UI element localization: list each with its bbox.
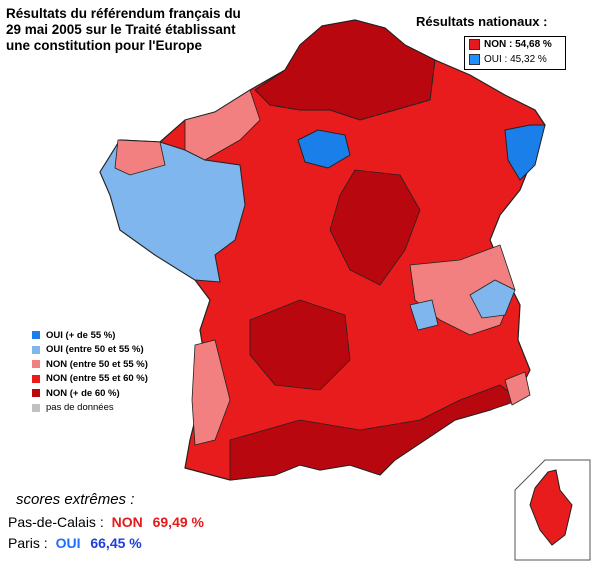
extreme-vote: OUI — [55, 535, 81, 551]
legend-item: NON (entre 50 et 55 %) — [32, 357, 148, 372]
legend-item: NON (+ de 60 %) — [32, 386, 148, 401]
map-title: Résultats du référendum français du 29 m… — [6, 6, 241, 53]
north-dark-region — [254, 19, 436, 121]
south-dark-region — [229, 384, 521, 481]
national-oui-row: OUI : 45,32 % — [465, 52, 565, 67]
legend-item: NON (entre 55 et 60 %) — [32, 372, 148, 387]
national-results-heading: Résultats nationaux : — [416, 14, 548, 29]
legend-label: NON (+ de 60 %) — [46, 387, 120, 399]
massif-central-dark — [249, 299, 351, 391]
national-non-label: NON : 54,68 % — [484, 39, 552, 50]
centre-dark-region — [329, 169, 421, 286]
legend-swatch — [32, 345, 40, 354]
legend-item: OUI (+ de 55 %) — [32, 328, 148, 343]
southwest-pink — [191, 339, 231, 446]
legend-swatch — [32, 331, 40, 340]
non-swatch — [469, 39, 480, 50]
legend-item: pas de données — [32, 401, 148, 416]
provence-pink — [504, 371, 531, 406]
west-oui-region — [99, 139, 246, 283]
savoie-oui-region — [469, 279, 516, 319]
legend-label: OUI (+ de 55 %) — [46, 329, 116, 341]
national-non-row: NON : 54,68 % — [465, 37, 565, 52]
corsica-inset-frame — [514, 459, 591, 561]
pink-finistere — [114, 139, 166, 176]
legend-label: NON (entre 50 et 55 %) — [46, 358, 148, 370]
extreme-place: Pas-de-Calais : — [8, 514, 104, 530]
legend-swatch — [32, 403, 40, 412]
pink-normandie — [184, 89, 261, 161]
legend-swatch — [32, 360, 40, 369]
legend-item: OUI (entre 50 et 55 %) — [32, 343, 148, 358]
legend-swatch — [32, 389, 40, 398]
extreme-scores-heading: scores extrêmes : — [16, 491, 135, 508]
legend-label: OUI (entre 50 et 55 %) — [46, 344, 144, 356]
paris-oui-region — [297, 129, 351, 169]
national-results-box: NON : 54,68 % OUI : 45,32 % — [464, 36, 566, 70]
extreme-score-oui: Paris : OUI 66,45 % — [8, 535, 142, 551]
national-oui-label: OUI : 45,32 % — [484, 54, 547, 65]
extreme-pct: 66,45 % — [90, 535, 142, 551]
legend-label: NON (entre 55 et 60 %) — [46, 373, 148, 385]
extreme-vote: NON — [111, 514, 143, 530]
alsace-oui-region — [504, 124, 546, 181]
extreme-pct: 69,49 % — [152, 514, 204, 530]
oui-swatch — [469, 54, 480, 65]
legend-label: pas de données — [46, 402, 114, 414]
rhone-oui-region — [409, 299, 439, 331]
map-legend: OUI (+ de 55 %) OUI (entre 50 et 55 %) N… — [32, 328, 148, 415]
extreme-score-non: Pas-de-Calais : NON 69,49 % — [8, 514, 204, 530]
legend-swatch — [32, 374, 40, 383]
corsica — [529, 469, 573, 546]
extreme-place: Paris : — [8, 535, 48, 551]
